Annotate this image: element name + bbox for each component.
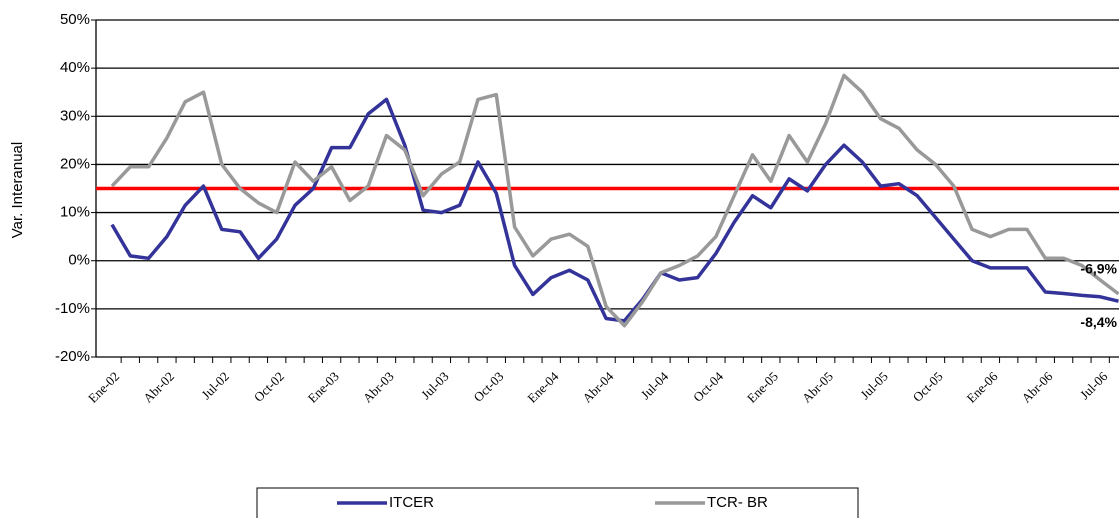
x-tick-label: Ene-02 xyxy=(85,369,122,406)
y-tick-label: 0% xyxy=(68,252,90,269)
x-tick-label: Abr-02 xyxy=(140,369,177,406)
x-tick-label: Ene-04 xyxy=(524,368,562,406)
y-tick-label: -10% xyxy=(55,300,90,317)
x-tick-label: Jul-06 xyxy=(1077,368,1111,402)
y-tick-label: 40% xyxy=(60,59,90,76)
x-tick-label: Jul-05 xyxy=(857,369,891,403)
end-label: -8,4% xyxy=(1080,314,1117,330)
y-tick-label: 30% xyxy=(60,107,90,124)
x-tick-label: Ene-06 xyxy=(963,368,1001,406)
x-tick-label: Abr-06 xyxy=(1019,368,1056,405)
legend-label: ITCER xyxy=(389,494,434,511)
x-tick-label: Jul-03 xyxy=(418,369,452,403)
x-tick-label: Oct-05 xyxy=(910,369,946,405)
x-tick-label: Oct-02 xyxy=(251,369,287,405)
y-tick-label: -20% xyxy=(55,348,90,365)
x-tick-label: Oct-04 xyxy=(690,368,726,404)
x-tick-label: Abr-04 xyxy=(579,368,616,405)
end-label: -6,9% xyxy=(1080,261,1117,277)
x-tick-label: Oct-03 xyxy=(470,369,506,405)
y-axis-label: Var. Interanual xyxy=(9,142,26,238)
y-tick-label: 10% xyxy=(60,204,90,221)
y-tick-label: 50% xyxy=(60,11,90,28)
series-line xyxy=(110,73,1119,328)
x-tick-label: Ene-03 xyxy=(305,369,342,406)
x-tick-label: Ene-05 xyxy=(744,369,781,406)
x-tick-label: Abr-03 xyxy=(360,369,397,406)
series-line xyxy=(110,97,1119,323)
legend-label: TCR- BR xyxy=(707,494,768,511)
x-tick-label: Abr-05 xyxy=(799,369,836,406)
y-tick-label: 20% xyxy=(60,155,90,172)
x-tick-label: Jul-02 xyxy=(198,369,232,403)
x-tick-label: Jul-04 xyxy=(638,368,672,402)
